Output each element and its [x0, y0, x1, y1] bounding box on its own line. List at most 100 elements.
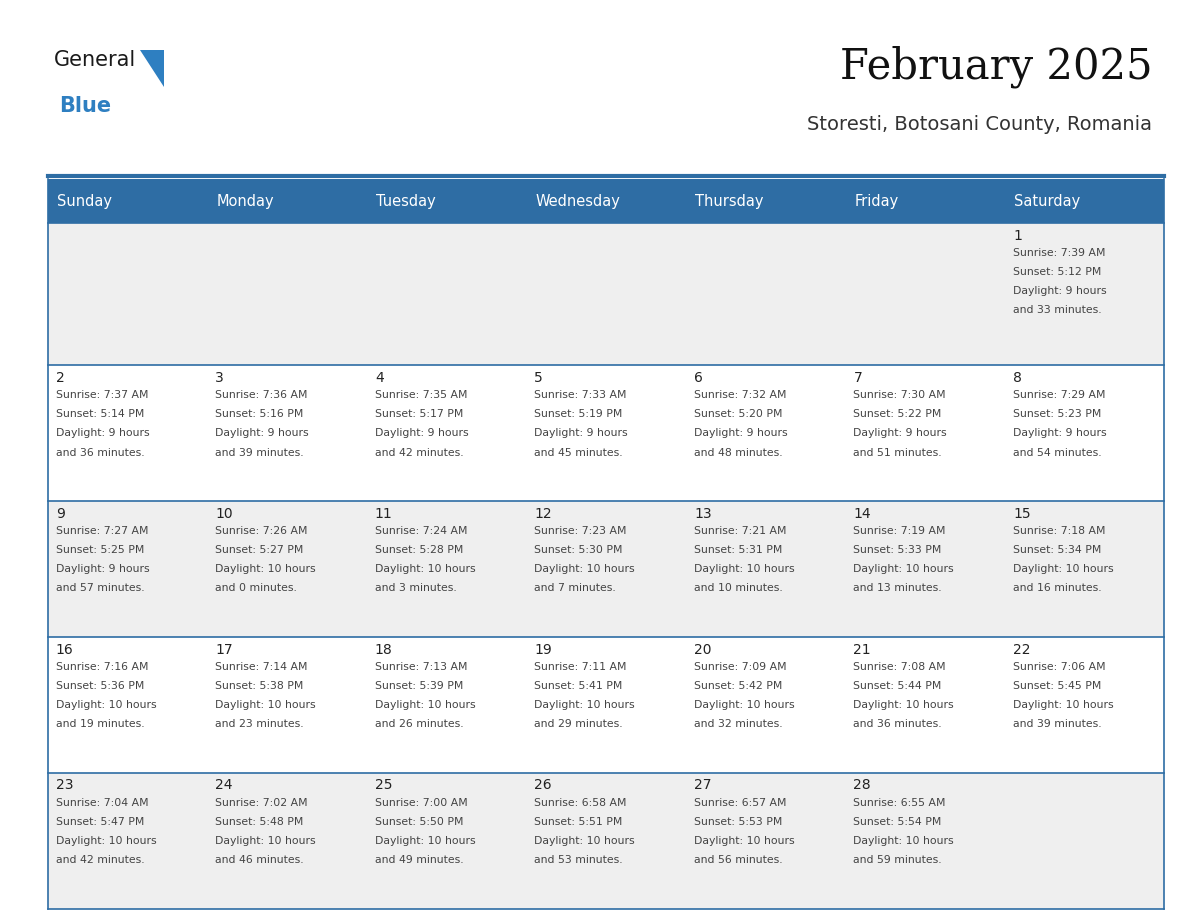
Text: 4: 4	[375, 371, 384, 385]
Text: Sunset: 5:14 PM: Sunset: 5:14 PM	[56, 409, 144, 420]
Text: Sunset: 5:22 PM: Sunset: 5:22 PM	[853, 409, 942, 420]
Text: 19: 19	[535, 643, 552, 656]
Text: Daylight: 10 hours: Daylight: 10 hours	[535, 700, 636, 711]
Text: 25: 25	[375, 778, 392, 792]
Text: Daylight: 9 hours: Daylight: 9 hours	[56, 429, 150, 439]
Text: and 32 minutes.: and 32 minutes.	[694, 720, 783, 729]
Text: Sunrise: 6:57 AM: Sunrise: 6:57 AM	[694, 798, 786, 808]
Text: and 39 minutes.: and 39 minutes.	[215, 448, 304, 457]
Text: Sunset: 5:53 PM: Sunset: 5:53 PM	[694, 817, 783, 827]
Text: Daylight: 10 hours: Daylight: 10 hours	[375, 836, 475, 846]
Text: Sunrise: 7:32 AM: Sunrise: 7:32 AM	[694, 390, 786, 400]
Text: Sunrise: 7:33 AM: Sunrise: 7:33 AM	[535, 390, 627, 400]
Text: 13: 13	[694, 507, 712, 521]
Text: and 36 minutes.: and 36 minutes.	[853, 720, 942, 729]
Text: 11: 11	[375, 507, 393, 521]
Text: 15: 15	[1013, 507, 1031, 521]
Text: Daylight: 10 hours: Daylight: 10 hours	[694, 836, 795, 846]
Text: Daylight: 10 hours: Daylight: 10 hours	[535, 836, 636, 846]
Text: Sunset: 5:34 PM: Sunset: 5:34 PM	[1013, 545, 1101, 555]
Text: Sunset: 5:30 PM: Sunset: 5:30 PM	[535, 545, 623, 555]
Text: Daylight: 10 hours: Daylight: 10 hours	[1013, 700, 1113, 711]
Text: Sunrise: 7:27 AM: Sunrise: 7:27 AM	[56, 526, 148, 536]
Text: Sunset: 5:31 PM: Sunset: 5:31 PM	[694, 545, 783, 555]
Text: Sunset: 5:50 PM: Sunset: 5:50 PM	[375, 817, 463, 827]
Text: Sunset: 5:16 PM: Sunset: 5:16 PM	[215, 409, 304, 420]
Text: and 26 minutes.: and 26 minutes.	[375, 720, 463, 729]
Text: Sunrise: 7:14 AM: Sunrise: 7:14 AM	[215, 662, 308, 672]
Text: and 7 minutes.: and 7 minutes.	[535, 584, 617, 593]
Text: Sunset: 5:25 PM: Sunset: 5:25 PM	[56, 545, 144, 555]
Text: Sunday: Sunday	[57, 194, 112, 208]
Text: February 2025: February 2025	[840, 46, 1152, 88]
Text: Sunset: 5:45 PM: Sunset: 5:45 PM	[1013, 681, 1101, 691]
Text: and 45 minutes.: and 45 minutes.	[535, 448, 623, 457]
Text: Tuesday: Tuesday	[377, 194, 436, 208]
Text: Thursday: Thursday	[695, 194, 764, 208]
Text: and 39 minutes.: and 39 minutes.	[1013, 720, 1101, 729]
Text: 12: 12	[535, 507, 552, 521]
Text: and 51 minutes.: and 51 minutes.	[853, 448, 942, 457]
Text: Sunset: 5:39 PM: Sunset: 5:39 PM	[375, 681, 463, 691]
Text: and 56 minutes.: and 56 minutes.	[694, 856, 783, 865]
Text: Sunrise: 7:37 AM: Sunrise: 7:37 AM	[56, 390, 148, 400]
Text: and 13 minutes.: and 13 minutes.	[853, 584, 942, 593]
Text: Sunset: 5:27 PM: Sunset: 5:27 PM	[215, 545, 304, 555]
Text: 27: 27	[694, 778, 712, 792]
Text: Sunset: 5:28 PM: Sunset: 5:28 PM	[375, 545, 463, 555]
Text: Daylight: 10 hours: Daylight: 10 hours	[535, 565, 636, 575]
Text: and 49 minutes.: and 49 minutes.	[375, 856, 463, 865]
Text: Sunrise: 7:11 AM: Sunrise: 7:11 AM	[535, 662, 627, 672]
Text: and 36 minutes.: and 36 minutes.	[56, 448, 145, 457]
Text: Sunrise: 7:26 AM: Sunrise: 7:26 AM	[215, 526, 308, 536]
Text: Daylight: 10 hours: Daylight: 10 hours	[853, 700, 954, 711]
Text: Daylight: 10 hours: Daylight: 10 hours	[215, 565, 316, 575]
Text: Daylight: 10 hours: Daylight: 10 hours	[853, 836, 954, 846]
Text: Daylight: 10 hours: Daylight: 10 hours	[375, 565, 475, 575]
Polygon shape	[140, 50, 164, 87]
Text: and 16 minutes.: and 16 minutes.	[1013, 584, 1101, 593]
Text: 10: 10	[215, 507, 233, 521]
Text: Daylight: 10 hours: Daylight: 10 hours	[56, 836, 157, 846]
Text: Sunrise: 7:19 AM: Sunrise: 7:19 AM	[853, 526, 946, 536]
Text: and 59 minutes.: and 59 minutes.	[853, 856, 942, 865]
Text: 3: 3	[215, 371, 225, 385]
Text: and 46 minutes.: and 46 minutes.	[215, 856, 304, 865]
Text: Daylight: 10 hours: Daylight: 10 hours	[1013, 565, 1113, 575]
Text: 2: 2	[56, 371, 64, 385]
Text: Daylight: 10 hours: Daylight: 10 hours	[694, 565, 795, 575]
Text: and 3 minutes.: and 3 minutes.	[375, 584, 456, 593]
Text: Daylight: 10 hours: Daylight: 10 hours	[694, 700, 795, 711]
Text: Sunset: 5:19 PM: Sunset: 5:19 PM	[535, 409, 623, 420]
Text: Sunrise: 7:24 AM: Sunrise: 7:24 AM	[375, 526, 467, 536]
Text: 18: 18	[375, 643, 393, 656]
Text: 8: 8	[1013, 371, 1022, 385]
Text: Daylight: 9 hours: Daylight: 9 hours	[375, 429, 468, 439]
Text: Sunset: 5:17 PM: Sunset: 5:17 PM	[375, 409, 463, 420]
Text: Sunrise: 7:21 AM: Sunrise: 7:21 AM	[694, 526, 786, 536]
Text: Sunrise: 7:36 AM: Sunrise: 7:36 AM	[215, 390, 308, 400]
Text: and 57 minutes.: and 57 minutes.	[56, 584, 145, 593]
Text: Sunrise: 6:55 AM: Sunrise: 6:55 AM	[853, 798, 946, 808]
Text: Sunset: 5:48 PM: Sunset: 5:48 PM	[215, 817, 304, 827]
Text: Daylight: 9 hours: Daylight: 9 hours	[215, 429, 309, 439]
Text: Sunset: 5:20 PM: Sunset: 5:20 PM	[694, 409, 783, 420]
Text: and 0 minutes.: and 0 minutes.	[215, 584, 297, 593]
Text: Daylight: 9 hours: Daylight: 9 hours	[535, 429, 628, 439]
Text: Sunset: 5:51 PM: Sunset: 5:51 PM	[535, 817, 623, 827]
Text: Sunrise: 7:13 AM: Sunrise: 7:13 AM	[375, 662, 467, 672]
Text: Sunrise: 7:09 AM: Sunrise: 7:09 AM	[694, 662, 786, 672]
Text: Daylight: 10 hours: Daylight: 10 hours	[853, 565, 954, 575]
Text: and 42 minutes.: and 42 minutes.	[56, 856, 145, 865]
Text: Daylight: 9 hours: Daylight: 9 hours	[694, 429, 788, 439]
Text: Sunset: 5:12 PM: Sunset: 5:12 PM	[1013, 267, 1101, 277]
Text: Sunset: 5:36 PM: Sunset: 5:36 PM	[56, 681, 144, 691]
Text: Sunset: 5:47 PM: Sunset: 5:47 PM	[56, 817, 144, 827]
Text: Blue: Blue	[59, 96, 112, 117]
Text: and 23 minutes.: and 23 minutes.	[215, 720, 304, 729]
Text: Sunrise: 7:39 AM: Sunrise: 7:39 AM	[1013, 248, 1106, 258]
Text: Wednesday: Wednesday	[536, 194, 620, 208]
Text: 22: 22	[1013, 643, 1030, 656]
Text: Daylight: 10 hours: Daylight: 10 hours	[215, 700, 316, 711]
Text: Sunrise: 7:02 AM: Sunrise: 7:02 AM	[215, 798, 308, 808]
